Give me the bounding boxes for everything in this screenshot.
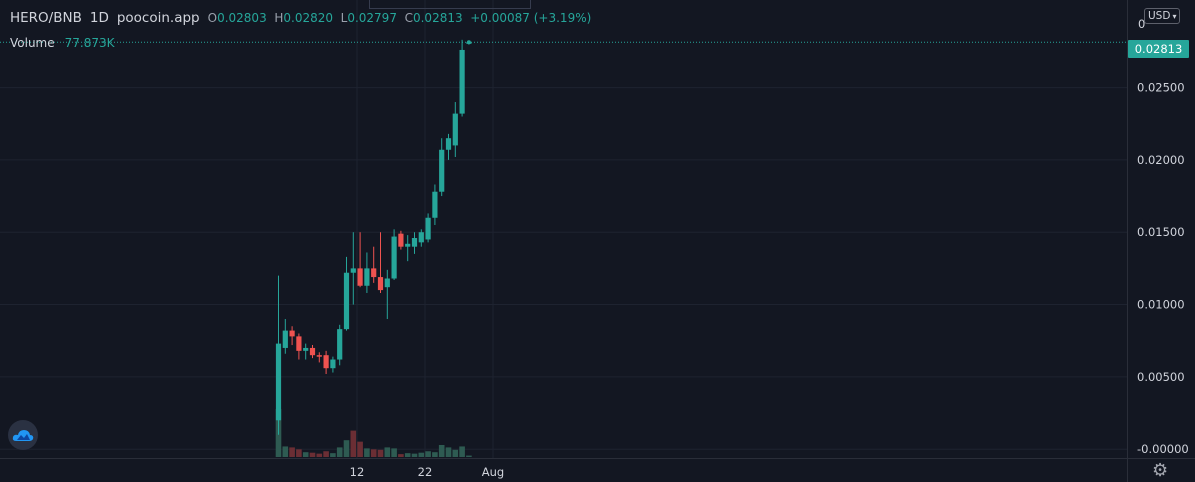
candle-body <box>330 359 336 369</box>
candle-body <box>371 268 377 278</box>
candle-body <box>405 243 411 247</box>
last-price-tag: 0.02813 <box>1128 40 1189 58</box>
volume-bar <box>384 447 391 457</box>
volume-bar <box>309 452 316 457</box>
volume-bar <box>445 447 452 457</box>
candle-body <box>303 347 309 351</box>
change-value: +0.00087 (+3.19%) <box>470 11 592 25</box>
candle-body <box>309 347 316 356</box>
candle-body <box>398 233 404 247</box>
volume-bar <box>411 453 418 457</box>
volume-bar <box>296 449 302 457</box>
candle-body <box>316 355 322 357</box>
y-tick-label: 0.01500 <box>1137 225 1185 239</box>
candle-body <box>282 330 288 348</box>
volume-bar <box>282 446 289 457</box>
close-value: 0.02813 <box>412 11 463 25</box>
candle-body <box>445 138 452 150</box>
volume-bar <box>323 451 329 457</box>
interval-label[interactable]: 1D <box>89 10 109 26</box>
ohlc-values: O0.02803 H0.02820 L0.02797 C0.02813 +0.0… <box>207 11 592 25</box>
volume-legend: Volume 77.873K <box>10 36 115 50</box>
candle-body <box>418 232 424 243</box>
volume-bar <box>438 445 445 457</box>
volume-bar <box>370 449 377 457</box>
candle-body <box>357 268 363 286</box>
currency-label: USD <box>1148 10 1171 22</box>
toolbar-tabs <box>369 0 531 9</box>
price-axis-cut-label: 0 <box>1138 17 1146 31</box>
symbol-name: HERO/BNB <box>10 10 82 26</box>
x-tick-label: Aug <box>482 465 504 479</box>
candle-body <box>391 236 397 279</box>
volume-bar <box>364 448 370 457</box>
candle-body <box>452 113 458 146</box>
gear-icon[interactable]: ⚙ <box>1152 460 1169 481</box>
y-tick-label: -0.00000 <box>1137 442 1189 456</box>
volume-bar <box>316 453 323 457</box>
source-label: poocoin.app <box>116 10 200 26</box>
candle-body <box>364 268 370 286</box>
volume-bar <box>289 447 295 457</box>
volume-bar <box>343 440 350 457</box>
candle-body <box>296 336 302 351</box>
candle-body <box>377 277 384 291</box>
candle-body <box>350 268 356 273</box>
low-value: 0.02797 <box>347 11 397 25</box>
volume-label: Volume <box>10 36 55 50</box>
volume-bar <box>418 452 425 457</box>
volume-bar <box>466 455 472 457</box>
x-tick-label: 22 <box>418 465 433 479</box>
volume-bar <box>350 430 357 457</box>
volume-bar <box>391 448 397 457</box>
open-value: 0.02803 <box>217 11 267 25</box>
cloud-logo-icon[interactable] <box>8 420 38 450</box>
last-price-dot <box>466 40 471 45</box>
volume-value: 77.873K <box>64 36 115 50</box>
chevron-down-icon: ▾ <box>1172 11 1177 21</box>
candle-body <box>411 238 418 247</box>
volume-bar <box>336 447 343 457</box>
volume-bar <box>459 446 465 457</box>
volume-bar <box>425 451 431 457</box>
candle-body <box>343 272 350 330</box>
volume-bar <box>302 452 309 457</box>
candle-body <box>432 191 438 218</box>
volume-bar <box>357 441 363 457</box>
candle-body <box>384 278 390 288</box>
candle-body <box>323 355 329 369</box>
candle-body <box>289 330 295 337</box>
volume-bar <box>432 452 438 457</box>
volume-bar <box>398 454 404 457</box>
symbol-legend: HERO/BNB 1D poocoin.app O0.02803 H0.0282… <box>10 10 591 26</box>
candle-body <box>337 329 343 360</box>
candle-body <box>275 343 282 421</box>
y-tick-label: 0.02000 <box>1137 153 1185 167</box>
x-tick-label: 12 <box>350 465 365 479</box>
volume-bar <box>330 453 336 457</box>
currency-selector[interactable]: USD ▾ <box>1144 8 1181 24</box>
y-tick-label: 0.01000 <box>1137 298 1185 312</box>
volume-bar <box>404 453 411 457</box>
high-value: 0.02820 <box>283 11 333 25</box>
candle-body <box>425 217 431 240</box>
y-tick-label: 0.02500 <box>1137 81 1185 95</box>
volume-bar <box>377 449 384 457</box>
candle-body <box>439 149 445 192</box>
candle-body <box>459 49 465 114</box>
y-tick-label: 0.00500 <box>1137 370 1185 384</box>
volume-bar <box>452 449 459 457</box>
